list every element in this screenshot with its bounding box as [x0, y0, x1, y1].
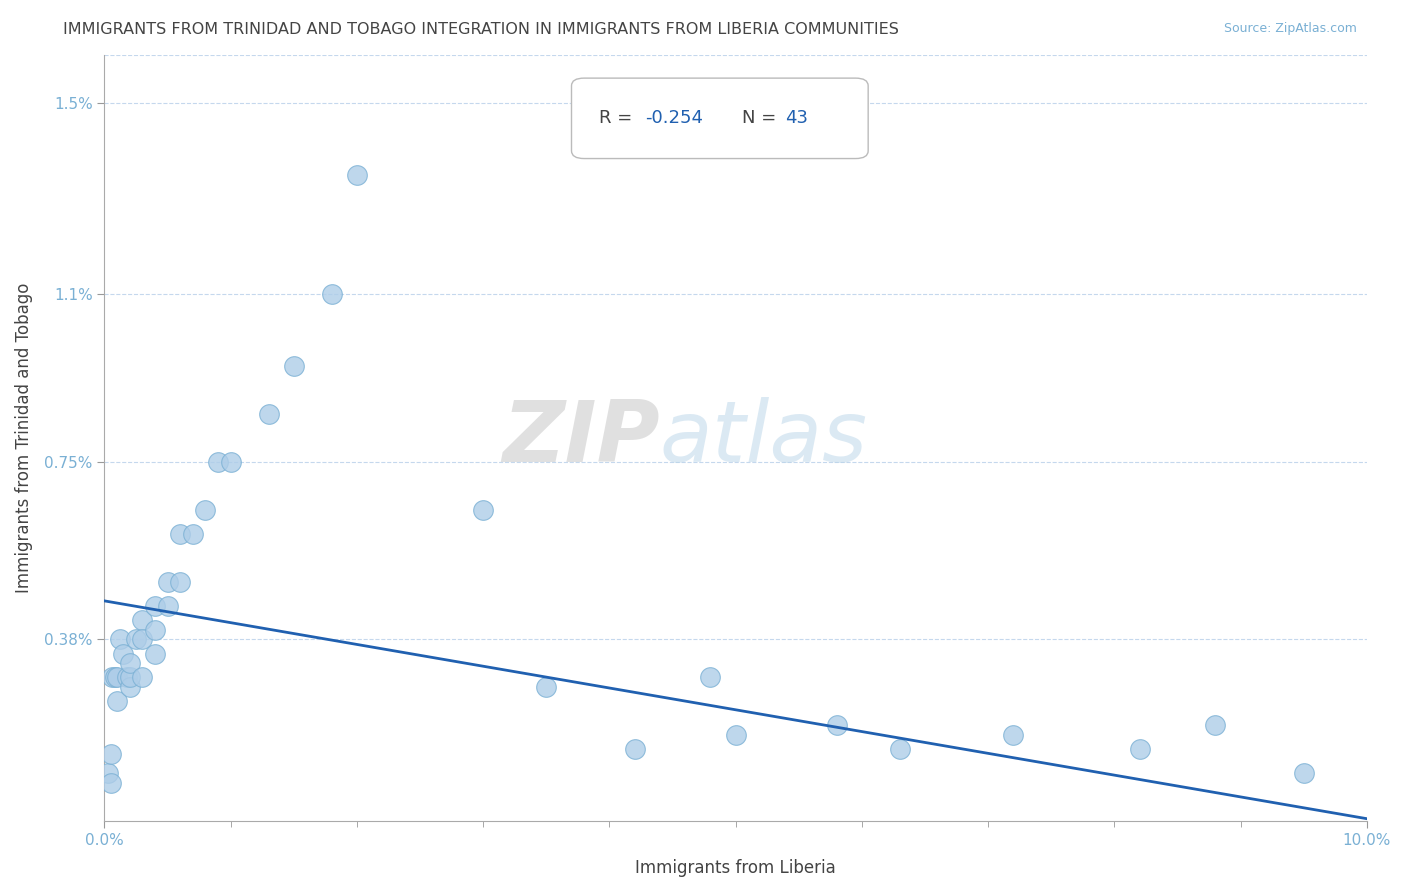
- Point: [115, 670, 138, 684]
- Text: -0.254: -0.254: [645, 109, 703, 127]
- Point: [194, 503, 217, 517]
- Point: [1204, 718, 1226, 732]
- Point: [97, 766, 120, 780]
- Point: [536, 680, 558, 694]
- X-axis label: Immigrants from Liberia: Immigrants from Liberia: [636, 859, 837, 877]
- Point: [169, 574, 191, 589]
- Point: [219, 455, 242, 469]
- Point: [100, 747, 122, 761]
- Point: [257, 407, 280, 421]
- FancyBboxPatch shape: [571, 78, 868, 159]
- Point: [889, 742, 911, 756]
- Point: [156, 574, 179, 589]
- Point: [118, 680, 141, 694]
- Point: [1292, 766, 1315, 780]
- Text: IMMIGRANTS FROM TRINIDAD AND TOBAGO INTEGRATION IN IMMIGRANTS FROM LIBERIA COMMU: IMMIGRANTS FROM TRINIDAD AND TOBAGO INTE…: [63, 22, 900, 37]
- Point: [207, 455, 229, 469]
- Point: [623, 742, 645, 756]
- Point: [724, 728, 747, 742]
- Point: [112, 647, 135, 661]
- Point: [143, 647, 166, 661]
- Point: [131, 632, 153, 647]
- Point: [321, 287, 343, 301]
- Point: [346, 168, 368, 182]
- Point: [103, 670, 125, 684]
- Point: [181, 526, 204, 541]
- Text: R =: R =: [599, 109, 633, 127]
- Point: [825, 718, 848, 732]
- Point: [125, 632, 148, 647]
- Point: [472, 503, 495, 517]
- Point: [156, 599, 179, 613]
- Text: 43: 43: [785, 109, 808, 127]
- Y-axis label: Immigrants from Trinidad and Tobago: Immigrants from Trinidad and Tobago: [15, 283, 32, 593]
- Text: N =: N =: [742, 109, 776, 127]
- Point: [105, 694, 128, 708]
- Point: [1129, 742, 1152, 756]
- Point: [283, 359, 305, 374]
- Point: [699, 670, 721, 684]
- Point: [101, 670, 124, 684]
- Text: ZIP: ZIP: [502, 397, 659, 480]
- Point: [100, 776, 122, 790]
- Point: [169, 526, 191, 541]
- Point: [118, 656, 141, 670]
- Text: Source: ZipAtlas.com: Source: ZipAtlas.com: [1223, 22, 1357, 36]
- Point: [1002, 728, 1025, 742]
- Point: [105, 670, 128, 684]
- Point: [108, 632, 131, 647]
- Point: [118, 670, 141, 684]
- Point: [143, 623, 166, 637]
- Point: [131, 670, 153, 684]
- Point: [143, 599, 166, 613]
- Text: atlas: atlas: [659, 397, 868, 480]
- Point: [131, 613, 153, 627]
